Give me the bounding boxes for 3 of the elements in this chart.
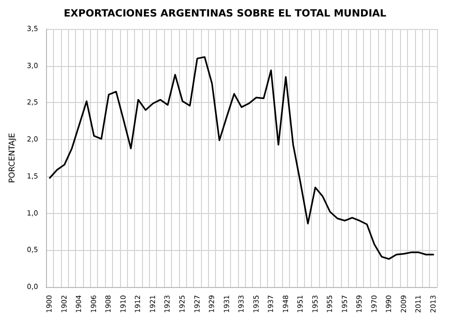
y-axis-title: PORCENTAJE bbox=[8, 132, 16, 184]
chart-title: EXPORTACIONES ARGENTINAS SOBRE EL TOTAL MUNDIAL bbox=[64, 8, 387, 20]
line-series bbox=[48, 56, 434, 260]
